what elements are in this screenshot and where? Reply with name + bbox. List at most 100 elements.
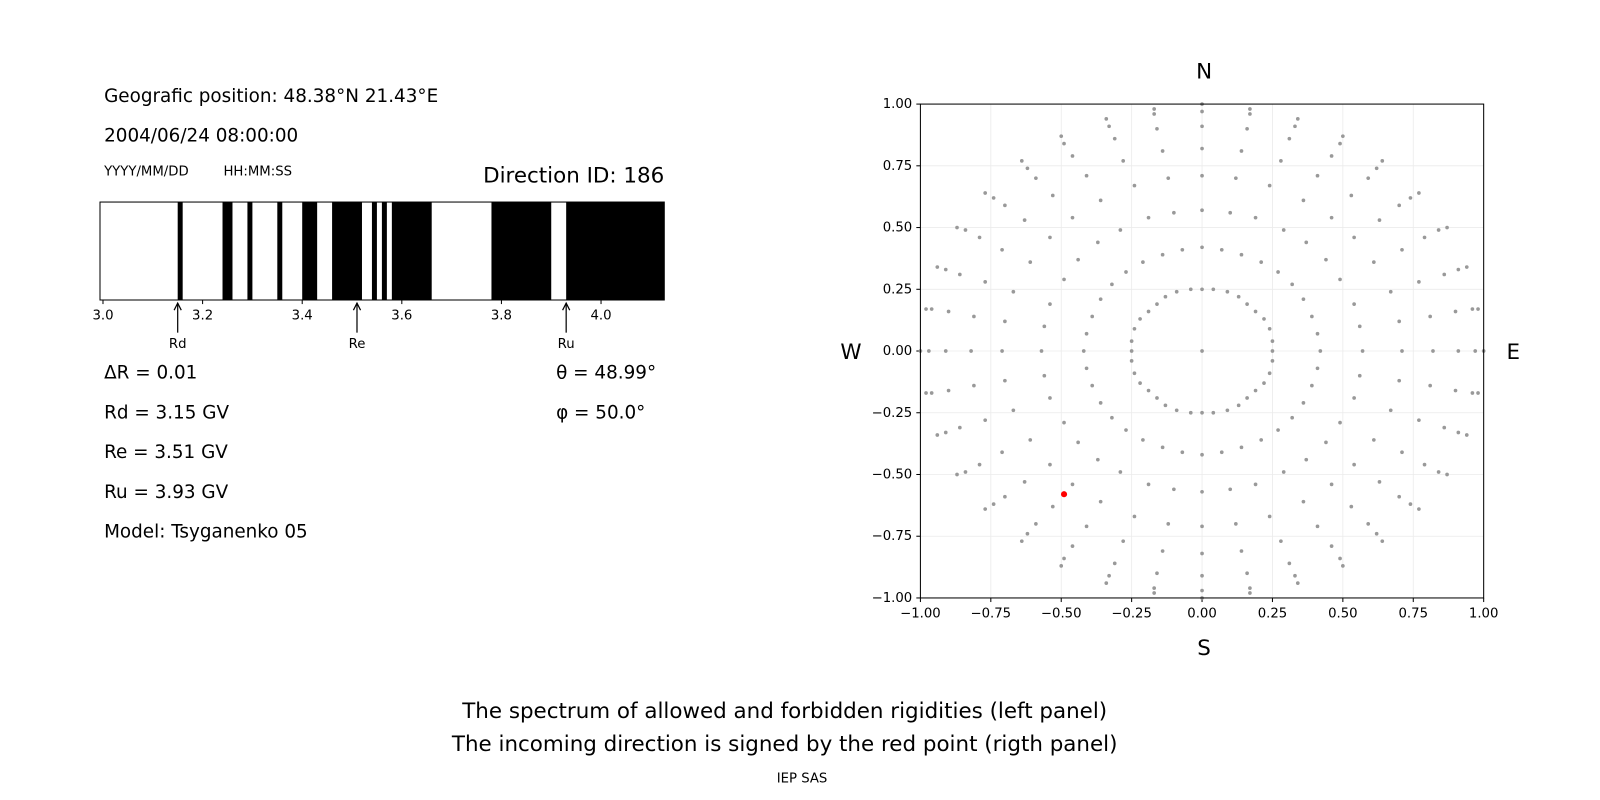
direction-point xyxy=(1124,270,1128,274)
direction-point xyxy=(1276,428,1280,432)
direction-point xyxy=(1397,203,1402,208)
direction-point xyxy=(1442,272,1447,277)
direction-point xyxy=(1338,141,1342,146)
direction-point xyxy=(1211,287,1216,292)
direction-point xyxy=(929,391,934,395)
direction-point xyxy=(983,280,988,284)
direction-point xyxy=(1076,257,1080,262)
direction-point xyxy=(1281,228,1286,232)
direction-point xyxy=(1324,257,1328,262)
direction-point xyxy=(1456,267,1461,272)
direction-point xyxy=(1329,544,1334,548)
direction-point xyxy=(1084,173,1089,178)
direction-point xyxy=(1155,396,1159,400)
result-line: Re = 3.51 GV xyxy=(104,442,228,463)
direction-point xyxy=(1470,391,1475,395)
direction-point xyxy=(943,267,948,272)
direction-point xyxy=(1295,117,1300,121)
direction-point xyxy=(1152,586,1156,590)
direction-point xyxy=(1417,507,1421,511)
forbidden-band xyxy=(177,202,183,300)
direction-point xyxy=(1200,349,1204,353)
direction-point xyxy=(983,191,988,195)
direction-point xyxy=(1188,410,1193,415)
direction-point xyxy=(1200,489,1204,494)
direction-point xyxy=(1112,561,1117,566)
y-tick-label: 1.00 xyxy=(883,97,913,112)
direction-point xyxy=(1225,289,1230,294)
direction-point xyxy=(1464,433,1469,437)
model-line: Model: Tsyganenko 05 xyxy=(104,522,308,543)
direction-point xyxy=(1253,482,1258,487)
direction-point xyxy=(1239,549,1244,553)
direction-point xyxy=(1132,371,1137,376)
direction-point xyxy=(1219,450,1224,455)
marker-label: Ru xyxy=(558,337,575,352)
direction-point xyxy=(1470,307,1475,311)
direction-point xyxy=(1121,539,1126,543)
direction-point xyxy=(1112,136,1117,141)
direction-point xyxy=(1349,193,1354,198)
direction-point xyxy=(1245,571,1249,576)
direction-point xyxy=(1287,561,1292,566)
direction-point xyxy=(1295,581,1300,585)
direction-point xyxy=(1287,136,1292,141)
direction-point xyxy=(1400,349,1404,353)
y-tick-label: −0.50 xyxy=(872,467,913,482)
direction-point xyxy=(1048,396,1052,400)
direction-point xyxy=(977,462,982,467)
direction-point xyxy=(1062,277,1066,282)
compass-label: E xyxy=(1506,340,1520,365)
x-tick-label: 0.75 xyxy=(1399,606,1429,621)
x-tick-label: 3.8 xyxy=(491,308,512,323)
direction-point xyxy=(1138,317,1142,321)
marker-arrow-head xyxy=(352,301,362,311)
direction-point xyxy=(1453,309,1458,314)
direction-point xyxy=(1293,573,1297,578)
direction-point xyxy=(1084,331,1089,336)
direction-point xyxy=(1152,591,1156,595)
direction-point xyxy=(1374,531,1379,536)
direction-point xyxy=(972,314,976,319)
direction-point xyxy=(1374,166,1379,171)
direction-point xyxy=(927,349,931,353)
x-tick-label: −0.50 xyxy=(1041,606,1082,621)
x-tick-label: −0.75 xyxy=(971,606,1012,621)
direction-point xyxy=(1011,289,1016,294)
direction-point xyxy=(1304,457,1309,462)
direction-point xyxy=(935,433,940,437)
direction-point xyxy=(929,307,934,311)
direction-point xyxy=(1200,208,1204,213)
direction-point xyxy=(1062,141,1066,146)
direction-point xyxy=(1160,445,1165,450)
direction-point xyxy=(1304,240,1309,245)
direction-point xyxy=(1042,324,1047,329)
direction-point xyxy=(1098,297,1103,301)
direction-point xyxy=(969,349,973,353)
forbidden-band xyxy=(222,202,233,300)
direction-point xyxy=(1050,504,1055,509)
direction-point xyxy=(1070,215,1075,220)
direction-point xyxy=(1200,173,1204,178)
direction-point xyxy=(991,196,996,200)
direction-point xyxy=(1388,289,1393,294)
direction-point xyxy=(946,388,951,393)
direction-point xyxy=(1253,309,1258,314)
direction-point xyxy=(977,235,982,240)
direction-point xyxy=(1290,415,1294,420)
direction-point xyxy=(1048,235,1052,240)
direction-point xyxy=(1456,430,1461,435)
direction-point xyxy=(1371,438,1376,442)
direction-point xyxy=(1166,522,1171,526)
direction-point xyxy=(1155,126,1159,131)
direction-point xyxy=(1059,134,1064,139)
direction-point xyxy=(1146,215,1151,220)
direction-point xyxy=(1096,240,1100,245)
direction-point xyxy=(1324,440,1328,445)
marker-arrow-head xyxy=(173,301,182,311)
forbidden-band xyxy=(277,202,283,300)
direction-point xyxy=(1003,319,1007,324)
direction-point xyxy=(1329,482,1334,487)
direction-point xyxy=(1118,470,1123,474)
direction-point xyxy=(1245,126,1249,131)
